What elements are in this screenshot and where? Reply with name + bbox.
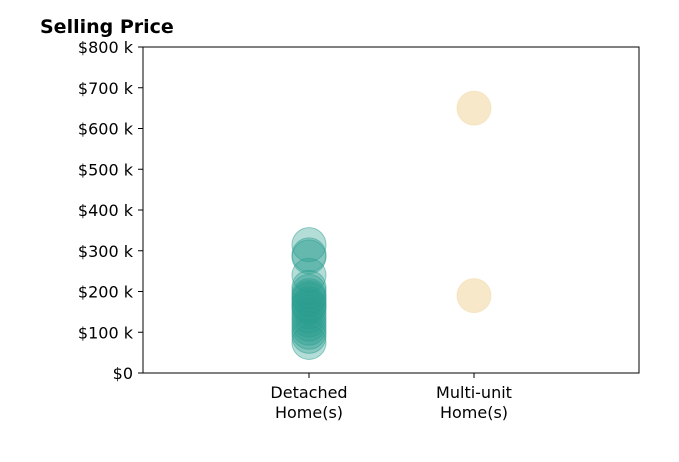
data-point — [456, 278, 492, 314]
plot-frame — [142, 46, 640, 374]
y-tick-label: $300 k — [78, 242, 134, 261]
y-tick-label: $700 k — [78, 79, 134, 98]
data-point — [291, 227, 327, 263]
data-point — [291, 269, 327, 305]
y-tick-label: $100 k — [78, 323, 134, 342]
y-tick-label: $400 k — [78, 201, 134, 220]
y-tick-label: $500 k — [78, 160, 134, 179]
data-point — [291, 257, 327, 293]
x-tick-label: Multi-unit Home(s) — [436, 383, 512, 422]
x-axis: Detached Home(s) Multi-unit Home(s) — [270, 373, 512, 422]
data-point — [456, 90, 492, 126]
y-tick-label: $0 — [113, 364, 133, 383]
data-point — [291, 237, 327, 273]
chart-title: Selling Price — [40, 16, 174, 38]
points-layer — [291, 90, 492, 360]
y-tick-label: $600 k — [78, 120, 134, 139]
x-tick-label: Detached Home(s) — [270, 383, 347, 422]
y-tick-label: $800 k — [78, 38, 134, 57]
y-axis: $0 $100 k $200 k $300 k $400 k $500 k $600 k $7… — [78, 38, 143, 383]
y-tick-label: $200 k — [78, 283, 134, 302]
